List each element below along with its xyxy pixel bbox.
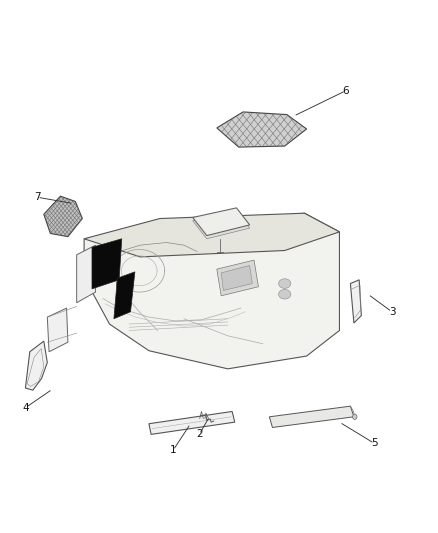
Polygon shape xyxy=(269,406,354,427)
Polygon shape xyxy=(47,308,68,352)
Text: 5: 5 xyxy=(371,439,378,448)
Polygon shape xyxy=(350,280,361,323)
Text: 6: 6 xyxy=(343,86,350,95)
Text: 1: 1 xyxy=(170,446,177,455)
Polygon shape xyxy=(193,208,250,236)
Polygon shape xyxy=(84,213,339,257)
Polygon shape xyxy=(25,341,47,390)
Ellipse shape xyxy=(279,289,291,299)
Ellipse shape xyxy=(279,279,291,288)
Polygon shape xyxy=(193,211,250,239)
Polygon shape xyxy=(217,112,307,147)
Polygon shape xyxy=(114,272,135,319)
Text: 7: 7 xyxy=(34,192,41,202)
Polygon shape xyxy=(44,196,82,237)
Circle shape xyxy=(353,414,357,419)
Text: 3: 3 xyxy=(389,307,396,317)
Polygon shape xyxy=(217,260,258,296)
Polygon shape xyxy=(77,245,95,303)
Polygon shape xyxy=(149,411,235,434)
Text: 4: 4 xyxy=(22,403,29,413)
Polygon shape xyxy=(92,239,122,289)
Text: 2: 2 xyxy=(196,430,203,439)
Ellipse shape xyxy=(117,277,133,290)
Polygon shape xyxy=(84,213,339,369)
Polygon shape xyxy=(221,265,252,290)
